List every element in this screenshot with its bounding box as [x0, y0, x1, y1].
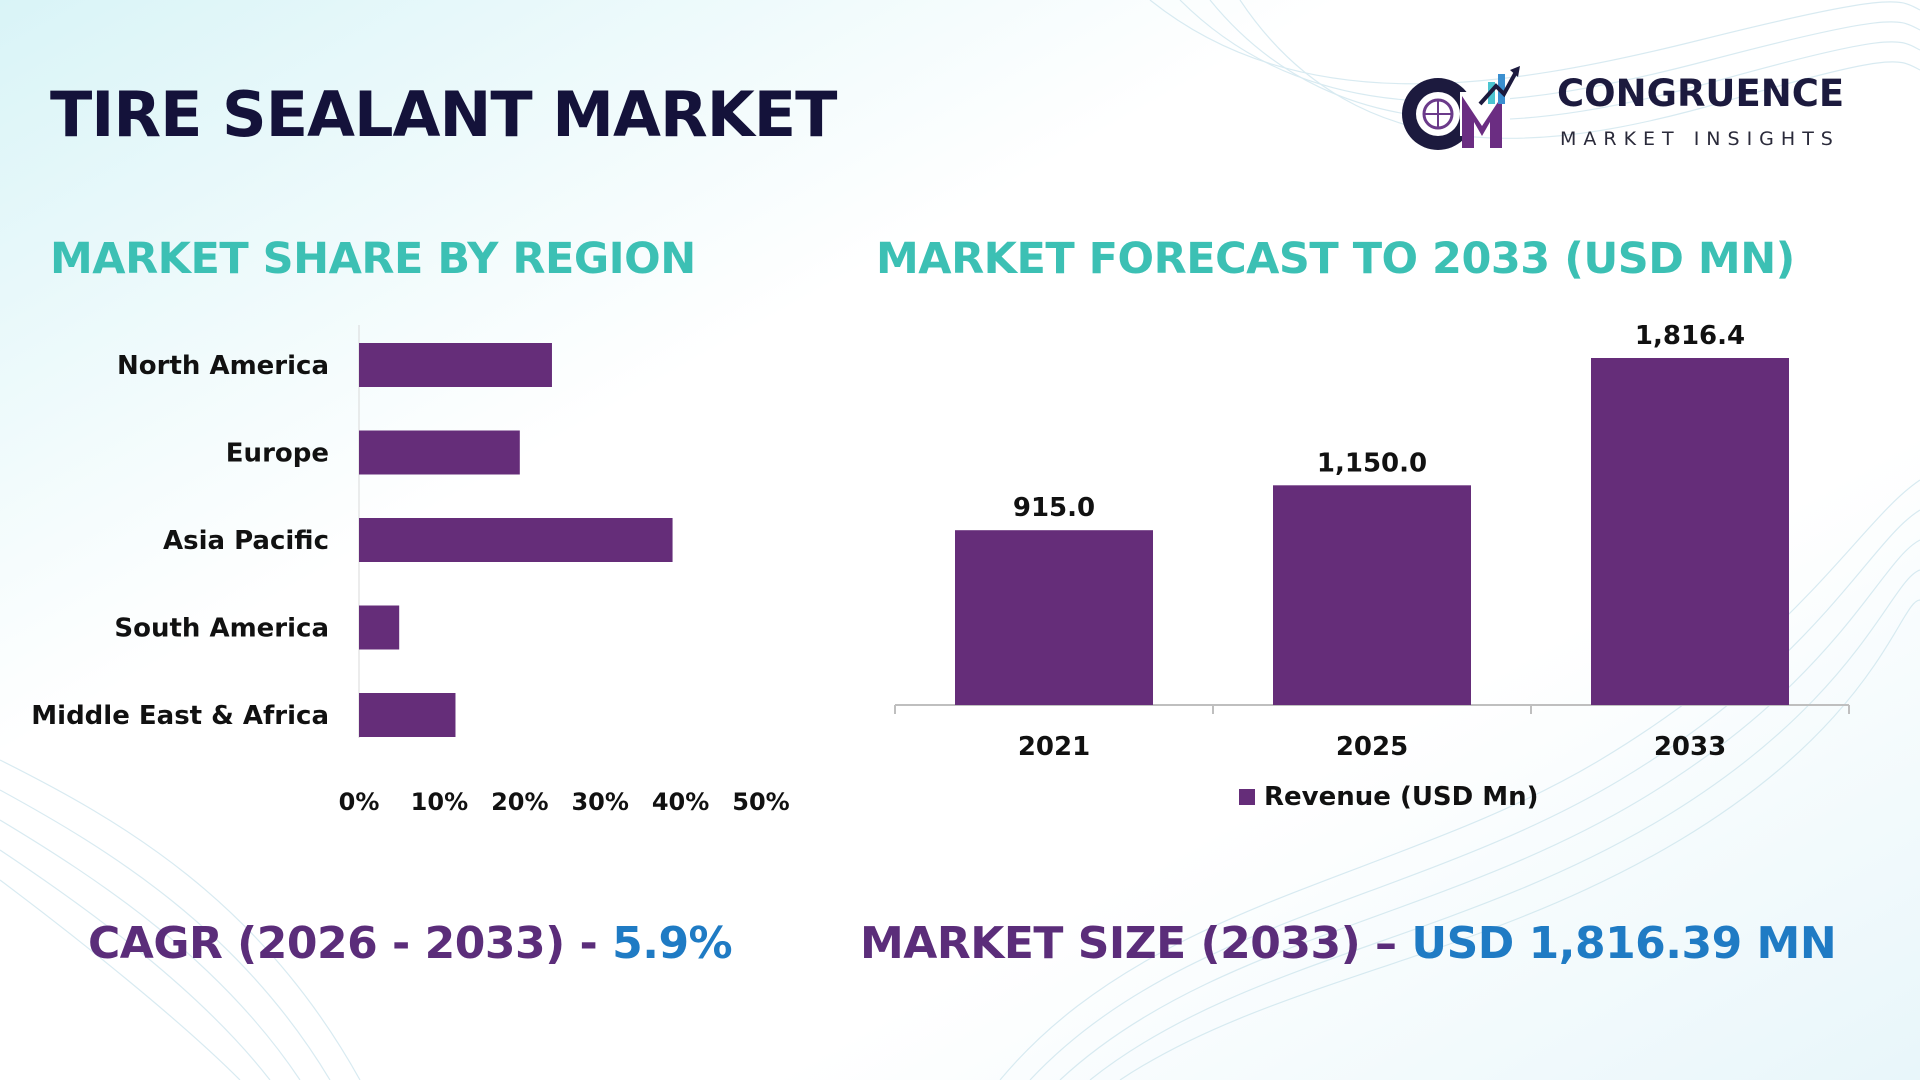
market-size-value: USD 1,816.39 MN: [1411, 918, 1837, 969]
share-chart-title: MARKET SHARE BY REGION: [50, 234, 696, 284]
logo-tagline: MARKET INSIGHTS: [1560, 128, 1840, 150]
forecast-chart-title: MARKET FORECAST TO 2033 (USD MN): [876, 234, 1795, 284]
forecast-data-label: 1,816.4: [1635, 321, 1745, 351]
page-title: TIRE SEALANT MARKET: [50, 78, 837, 151]
cagr-value: 5.9%: [612, 918, 733, 969]
share-tick-label: 10%: [411, 788, 468, 816]
share-category-label: Europe: [226, 439, 329, 469]
company-logo: CONGRUENCE MARKET INSIGHTS: [1400, 52, 1880, 162]
forecast-bar: [955, 530, 1153, 705]
cagr-label: CAGR (2026 - 2033) -: [88, 918, 613, 969]
share-tick-label: 30%: [571, 788, 628, 816]
forecast-bar: [1591, 358, 1789, 705]
forecast-data-label: 915.0: [1013, 493, 1095, 523]
forecast-category-label: 2021: [1018, 732, 1090, 762]
forecast-data-label: 1,150.0: [1317, 448, 1427, 478]
share-tick-label: 40%: [652, 788, 709, 816]
share-category-label: South America: [114, 614, 329, 644]
market-size-label: MARKET SIZE (2033) –: [860, 918, 1412, 969]
share-category-label: Middle East & Africa: [31, 701, 329, 731]
share-category-label: North America: [117, 351, 329, 381]
share-bar: [359, 343, 552, 387]
share-bar: [359, 518, 673, 562]
market-size-kpi: MARKET SIZE (2033) – USD 1,816.39 MN: [860, 918, 1837, 969]
legend-swatch: [1239, 789, 1255, 805]
forecast-category-label: 2033: [1654, 732, 1726, 762]
share-bar: [359, 693, 456, 737]
share-tick-label: 0%: [339, 788, 380, 816]
cagr-kpi: CAGR (2026 - 2033) - 5.9%: [88, 918, 733, 969]
share-bar: [359, 430, 520, 475]
share-category-label: Asia Pacific: [163, 526, 329, 556]
forecast-category-label: 2025: [1336, 732, 1408, 762]
legend-label: Revenue (USD Mn): [1264, 782, 1539, 812]
forecast-bar: [1273, 485, 1471, 705]
logo-name: CONGRUENCE: [1557, 72, 1845, 115]
share-tick-label: 20%: [491, 788, 548, 816]
logo-mark-icon: [1402, 66, 1520, 150]
share-tick-label: 50%: [732, 788, 789, 816]
share-bar: [359, 605, 400, 650]
